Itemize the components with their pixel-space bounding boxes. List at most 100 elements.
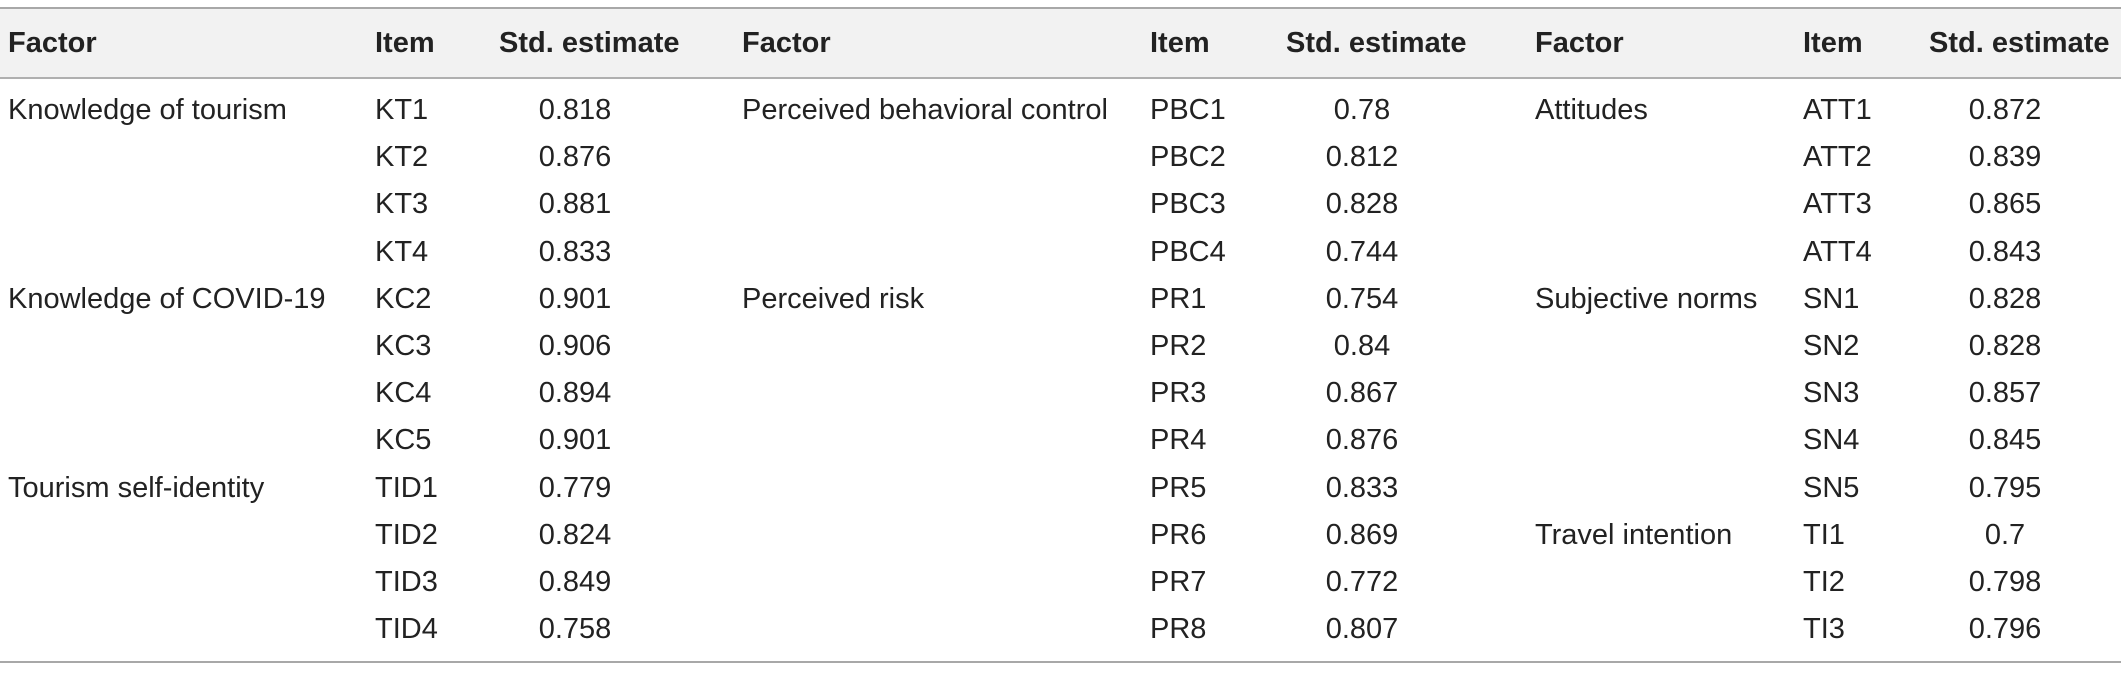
std-estimate-value: 0.845 xyxy=(1968,424,2042,457)
header-item-3: Item xyxy=(1803,7,1929,79)
factor-cell-3 xyxy=(1527,559,1803,606)
item-cell-1: KT4 xyxy=(375,235,429,268)
std-estimate-cell-3: 0.843 xyxy=(1929,229,2121,276)
factor-cell-2 xyxy=(734,370,1150,417)
item-cell-3: ATT3 xyxy=(1803,188,1872,221)
std-estimate-value: 0.772 xyxy=(1325,565,1399,598)
std-estimate-value: 0.869 xyxy=(1325,518,1399,551)
item-cell-2: PR4 xyxy=(1150,424,1207,457)
std-estimate-cell-3: 0.845 xyxy=(1929,417,2121,464)
std-estimate-value: 0.876 xyxy=(538,141,612,174)
std-estimate-value: 0.839 xyxy=(1968,141,2042,174)
table-row: KC4 0.894 PR3 0.867 SN3 0.857 xyxy=(0,370,2121,417)
std-estimate-cell-3: 0.872 xyxy=(1929,78,2121,134)
item-cell-2: PR5 xyxy=(1150,471,1207,504)
item-cell-3: TI2 xyxy=(1803,565,1845,598)
factor-cell-2 xyxy=(734,417,1150,464)
factor-cell-2 xyxy=(734,323,1150,370)
item-cell-3: SN1 xyxy=(1803,282,1860,315)
item-cell-2: PBC4 xyxy=(1150,235,1226,268)
factor-cell-3 xyxy=(1527,465,1803,512)
factor-cell-1 xyxy=(0,559,375,606)
factor-cell-2 xyxy=(734,465,1150,512)
header-factor-2: Factor xyxy=(734,7,1150,79)
factor-cell-2 xyxy=(734,559,1150,606)
std-estimate-value: 0.881 xyxy=(538,188,612,221)
std-estimate-value: 0.828 xyxy=(1968,330,2042,363)
item-cell-1: KC3 xyxy=(375,330,432,363)
std-estimate-value: 0.849 xyxy=(538,565,612,598)
factor-cell-1: Knowledge of tourism xyxy=(8,94,287,127)
table-row: TID3 0.849 PR7 0.772 TI2 0.798 xyxy=(0,559,2121,606)
std-estimate-value: 0.833 xyxy=(538,235,612,268)
std-estimate-cell-1: 0.901 xyxy=(499,417,734,464)
table-row: Knowledge of COVID-19 KC2 0.901 Perceived r… xyxy=(0,276,2121,323)
factor-cell-1 xyxy=(0,323,375,370)
std-estimate-value: 0.754 xyxy=(1325,282,1399,315)
std-estimate-value: 0.865 xyxy=(1968,188,2042,221)
std-estimate-value: 0.833 xyxy=(1325,471,1399,504)
factor-cell-2 xyxy=(734,606,1150,664)
std-estimate-cell-1: 0.818 xyxy=(499,78,734,134)
std-estimate-cell-1: 0.824 xyxy=(499,512,734,559)
std-estimate-value: 0.807 xyxy=(1325,613,1399,646)
std-estimate-value: 0.876 xyxy=(1325,424,1399,457)
factor-cell-3 xyxy=(1527,606,1803,664)
std-estimate-cell-2: 0.78 xyxy=(1286,78,1527,134)
std-estimate-value: 0.824 xyxy=(538,518,612,551)
std-estimate-cell-3: 0.796 xyxy=(1929,606,2121,664)
item-cell-1: KT3 xyxy=(375,188,429,221)
table-row: KC3 0.906 PR2 0.84 SN2 0.828 xyxy=(0,323,2121,370)
factor-cell-3: Subjective norms xyxy=(1535,282,1758,315)
std-estimate-value: 0.828 xyxy=(1325,188,1399,221)
std-estimate-value: 0.758 xyxy=(538,613,612,646)
factor-cell-1 xyxy=(0,370,375,417)
item-cell-1: TID3 xyxy=(375,565,438,598)
header-std-estimate-1: Std. estimate xyxy=(499,7,734,79)
factor-cell-2 xyxy=(734,512,1150,559)
factor-cell-3 xyxy=(1527,181,1803,228)
factor-cell-3 xyxy=(1527,370,1803,417)
item-cell-3: ATT4 xyxy=(1803,235,1872,268)
std-estimate-value: 0.7 xyxy=(1984,518,2026,551)
factor-cell-1 xyxy=(0,417,375,464)
table-body: Knowledge of tourism KT1 0.818 Perceived be… xyxy=(0,78,2121,664)
item-cell-2: PBC3 xyxy=(1150,188,1226,221)
std-estimate-cell-2: 0.833 xyxy=(1286,465,1527,512)
item-cell-1: KC4 xyxy=(375,377,432,410)
item-cell-2: PBC2 xyxy=(1150,141,1226,174)
factor-cell-1: Tourism self-identity xyxy=(8,471,265,504)
std-estimate-value: 0.901 xyxy=(538,424,612,457)
factor-cell-3 xyxy=(1527,229,1803,276)
item-cell-1: KC5 xyxy=(375,424,432,457)
std-estimate-value: 0.744 xyxy=(1325,235,1399,268)
std-estimate-value: 0.843 xyxy=(1968,235,2042,268)
item-cell-2: PR2 xyxy=(1150,330,1207,363)
std-estimate-value: 0.872 xyxy=(1968,94,2042,127)
factor-cell-2 xyxy=(734,181,1150,228)
factor-cell-3: Travel intention xyxy=(1535,518,1733,551)
std-estimate-cell-1: 0.849 xyxy=(499,559,734,606)
factor-cell-2: Perceived behavioral control xyxy=(742,94,1108,127)
item-cell-2: PR3 xyxy=(1150,377,1207,410)
std-estimate-cell-2: 0.876 xyxy=(1286,417,1527,464)
table-row: KT2 0.876 PBC2 0.812 ATT2 0.839 xyxy=(0,134,2121,181)
item-cell-3: ATT2 xyxy=(1803,141,1872,174)
std-estimate-cell-1: 0.894 xyxy=(499,370,734,417)
factor-cell-3: Attitudes xyxy=(1535,94,1648,127)
std-estimate-value: 0.795 xyxy=(1968,471,2042,504)
std-estimate-cell-3: 0.798 xyxy=(1929,559,2121,606)
table-row: Knowledge of tourism KT1 0.818 Perceived be… xyxy=(0,78,2121,134)
header-std-estimate-2: Std. estimate xyxy=(1286,7,1527,79)
table-row: TID4 0.758 PR8 0.807 TI3 0.796 xyxy=(0,606,2121,664)
std-estimate-cell-1: 0.906 xyxy=(499,323,734,370)
item-cell-3: TI1 xyxy=(1803,518,1845,551)
std-estimate-cell-2: 0.812 xyxy=(1286,134,1527,181)
item-cell-2: PR6 xyxy=(1150,518,1207,551)
item-cell-1: KT1 xyxy=(375,94,429,127)
std-estimate-value: 0.84 xyxy=(1333,330,1391,363)
item-cell-3: ATT1 xyxy=(1803,94,1872,127)
std-estimate-cell-2: 0.867 xyxy=(1286,370,1527,417)
item-cell-3: SN5 xyxy=(1803,471,1860,504)
